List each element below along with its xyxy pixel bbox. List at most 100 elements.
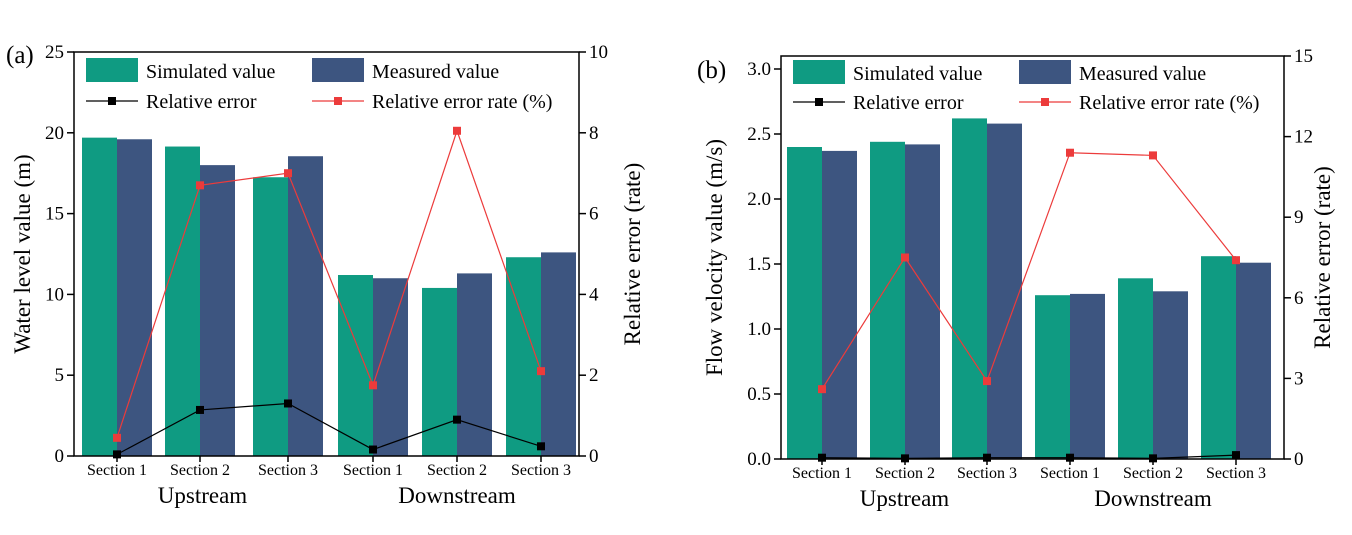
bar-simulated xyxy=(952,118,987,460)
y-tick-label: 20 xyxy=(45,123,64,144)
y2-tick-label: 4 xyxy=(589,284,599,305)
relative-error-rate-marker xyxy=(113,433,121,442)
legend-swatch-measured xyxy=(1019,60,1071,84)
y-tick-label: 0.0 xyxy=(747,449,771,470)
y-tick-label: 2.5 xyxy=(747,124,771,145)
y-tick-label: 1.0 xyxy=(747,319,771,340)
relative-error-rate-marker xyxy=(196,181,204,190)
y2-tick-label: 0 xyxy=(1294,449,1304,470)
legend-label-measured: Measured value xyxy=(372,61,499,83)
relative-error-marker xyxy=(196,405,204,414)
legend-marker-relative-error-rate xyxy=(334,97,342,105)
relative-error-marker xyxy=(983,453,991,462)
y2-axis-label: Relative error (rate) xyxy=(620,163,645,346)
bar-simulated xyxy=(1118,278,1153,459)
y-tick-label: 3.0 xyxy=(747,59,771,80)
bar-measured xyxy=(117,139,152,456)
x-tick-label: Section 2 xyxy=(427,462,487,479)
y2-tick-label: 12 xyxy=(1294,127,1313,148)
x-tick-label: Section 1 xyxy=(343,462,403,479)
relative-error-marker xyxy=(1232,451,1240,460)
bar-simulated xyxy=(422,287,457,456)
legend-swatch-simulated xyxy=(793,60,845,84)
legend-swatch-measured xyxy=(312,58,364,82)
y-tick-label: 15 xyxy=(45,204,64,225)
y-axis-label: Flow velocity value (m/s) xyxy=(702,139,727,376)
relative-error-marker xyxy=(1066,453,1074,462)
y-tick-label: 10 xyxy=(45,284,64,305)
relative-error-marker xyxy=(284,399,292,408)
chart-panel-b: 0.0 0.5 1.0 1.5 2.0 2.5 3.0 0 3 6 9 12 15 Section 1 Se… xyxy=(697,46,1335,511)
bar-simulated xyxy=(253,177,288,457)
legend: Simulated value Measured value Relative er… xyxy=(793,60,1259,114)
legend-marker-relative-error-rate xyxy=(1041,98,1049,106)
group-label: Upstream xyxy=(158,483,248,508)
group-label: Downstream xyxy=(398,483,516,508)
relative-error-marker xyxy=(818,453,826,462)
y2-tick-label: 10 xyxy=(589,42,608,63)
legend-label-relative-error: Relative error xyxy=(853,92,964,114)
bar-measured xyxy=(1070,293,1105,459)
bar-measured xyxy=(1236,262,1271,459)
y2-tick-label: 8 xyxy=(589,123,599,144)
y2-tick-label: 9 xyxy=(1294,207,1304,228)
x-tick-label: Section 2 xyxy=(170,462,230,479)
relative-error-rate-marker xyxy=(1149,151,1157,160)
y2-tick-label: 6 xyxy=(589,204,599,225)
legend-label-simulated: Simulated value xyxy=(146,61,276,83)
y-tick-label: 1.5 xyxy=(747,254,771,275)
legend-label-relative-error: Relative error xyxy=(146,91,257,113)
relative-error-marker xyxy=(537,442,545,451)
x-tick-label: Section 3 xyxy=(258,462,318,479)
y2-tick-label: 3 xyxy=(1294,368,1304,389)
x-tick-label: Section 3 xyxy=(1206,465,1266,482)
panel-label: (a) xyxy=(6,42,34,69)
relative-error-rate-marker xyxy=(369,381,377,390)
bar-simulated xyxy=(82,137,117,456)
y2-tick-label: 6 xyxy=(1294,288,1304,309)
plot-frame xyxy=(73,51,580,457)
bar-measured xyxy=(373,278,408,456)
y-tick-label: 0 xyxy=(55,446,65,467)
group-label: Upstream xyxy=(860,486,950,511)
legend-swatch-simulated xyxy=(86,58,138,82)
y2-tick-label: 15 xyxy=(1294,46,1313,67)
relative-error-rate-marker xyxy=(537,367,545,376)
bar-simulated xyxy=(338,275,373,456)
bar-simulated xyxy=(1035,295,1070,459)
y-tick-label: 2.0 xyxy=(747,189,771,210)
bar-measured xyxy=(200,165,235,456)
panel-label: (b) xyxy=(697,57,726,84)
relative-error-rate-marker xyxy=(983,377,991,386)
x-tick-label: Section 3 xyxy=(511,462,571,479)
relative-error-line xyxy=(821,454,1237,459)
group-label: Downstream xyxy=(1094,486,1212,511)
chart-panel-a: 0 5 10 15 20 25 0 2 4 6 8 10 Section 1 Section 2 Secti… xyxy=(6,42,645,508)
x-tick-label: Section 1 xyxy=(1040,465,1100,482)
legend-label-relative-error-rate: Relative error rate (%) xyxy=(372,91,552,113)
x-tick-label: Section 3 xyxy=(957,465,1017,482)
bar-measured xyxy=(987,123,1022,459)
bar-measured xyxy=(541,252,576,456)
relative-error-rate-marker xyxy=(453,126,461,135)
y-tick-label: 5 xyxy=(55,365,65,386)
bar-simulated xyxy=(787,147,822,459)
y-tick-label: 25 xyxy=(45,42,64,63)
relative-error-rate-marker xyxy=(1066,148,1074,157)
relative-error-rate-marker xyxy=(818,385,826,394)
x-tick-label: Section 1 xyxy=(87,462,147,479)
relative-error-marker xyxy=(453,415,461,424)
relative-error-rate-marker xyxy=(284,169,292,178)
y2-tick-label: 2 xyxy=(589,365,599,386)
y2-tick-label: 0 xyxy=(589,446,599,467)
x-tick-label: Section 2 xyxy=(1123,465,1183,482)
legend: Simulated value Measured value Relative er… xyxy=(86,58,552,113)
relative-error-rate-marker xyxy=(901,253,909,262)
relative-error-line xyxy=(116,402,542,455)
x-tick-label: Section 1 xyxy=(792,465,852,482)
relative-error-rate-line xyxy=(821,152,1237,390)
plot-frame xyxy=(780,55,1285,460)
y-axis-label: Water level value (m) xyxy=(10,154,35,353)
legend-label-relative-error-rate: Relative error rate (%) xyxy=(1079,92,1259,114)
